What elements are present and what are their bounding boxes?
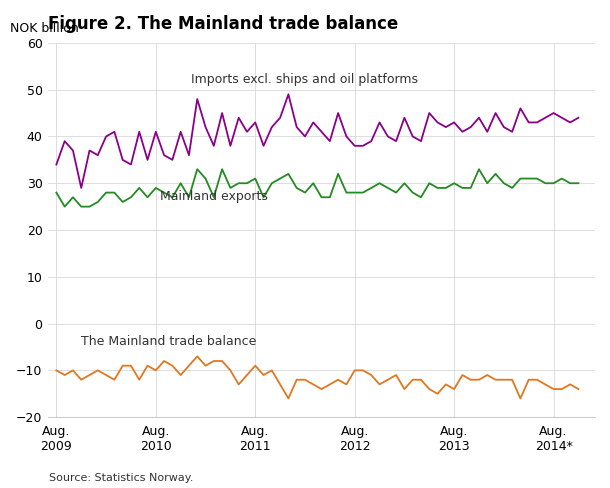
Text: Imports excl. ships and oil platforms: Imports excl. ships and oil platforms bbox=[192, 73, 418, 86]
Text: NOK billion: NOK billion bbox=[10, 22, 79, 36]
Text: Mainland exports: Mainland exports bbox=[160, 190, 268, 203]
Text: Figure 2. The Mainland trade balance: Figure 2. The Mainland trade balance bbox=[48, 15, 398, 33]
Text: The Mainland trade balance: The Mainland trade balance bbox=[81, 335, 257, 347]
Text: Source: Statistics Norway.: Source: Statistics Norway. bbox=[49, 473, 193, 483]
